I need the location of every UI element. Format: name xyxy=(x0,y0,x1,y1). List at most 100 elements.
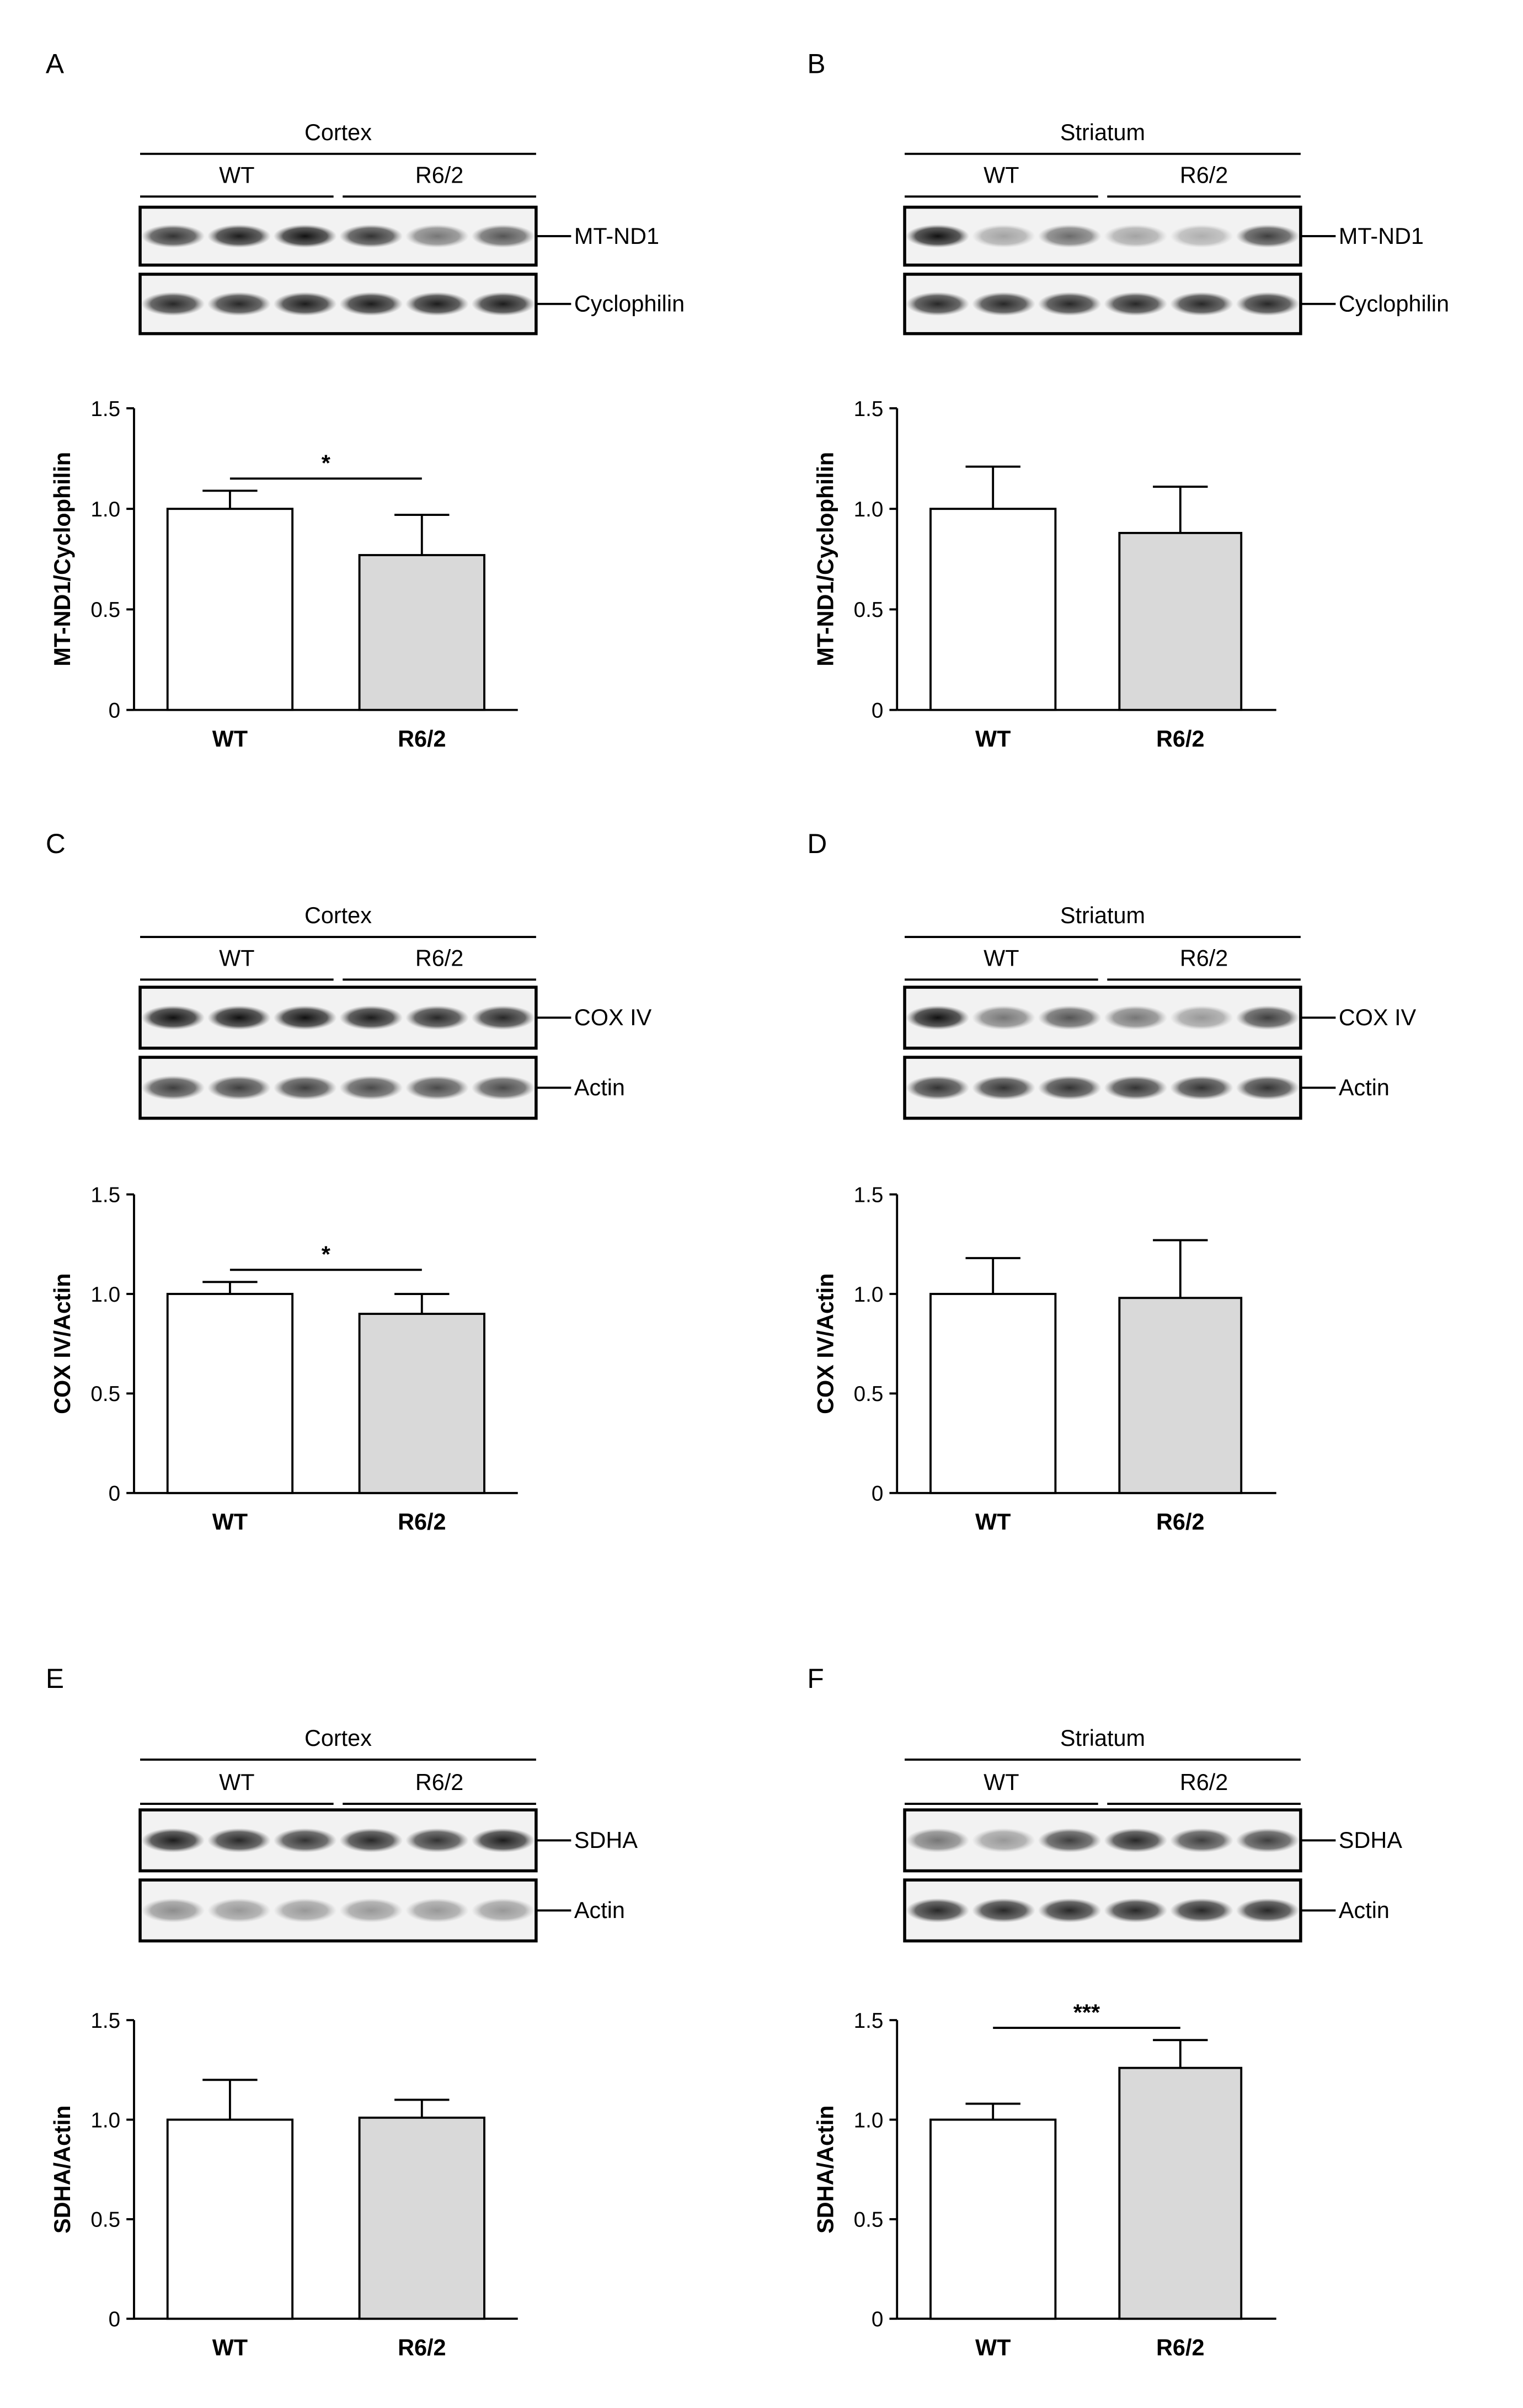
blot-band xyxy=(972,1898,1035,1923)
blot-group-label: WT xyxy=(219,162,254,188)
blot-band xyxy=(1104,224,1168,248)
blot-band xyxy=(273,224,337,248)
y-tick-label: 0.5 xyxy=(854,2208,884,2232)
blot-band xyxy=(339,224,403,248)
blot-group-label: WT xyxy=(219,1770,254,1795)
band-label: Cyclophilin xyxy=(1339,291,1449,317)
bar xyxy=(1118,531,1243,711)
band-label: Cyclophilin xyxy=(574,291,685,317)
blot-strip xyxy=(903,985,1302,1050)
blot-band xyxy=(273,1898,337,1923)
blot-band xyxy=(405,224,469,248)
y-tick-label: 0.5 xyxy=(854,1382,884,1406)
blot-band xyxy=(405,1005,469,1030)
blot-band xyxy=(1236,1005,1300,1030)
blot-group-label: WT xyxy=(219,945,254,971)
blot-header: Cortex xyxy=(304,903,372,928)
blot-band xyxy=(141,1898,205,1923)
blot-band xyxy=(906,1075,970,1100)
blot-band xyxy=(1170,292,1233,316)
y-tick-label: 0 xyxy=(109,1482,120,1506)
blot-band xyxy=(207,224,271,248)
blot-band xyxy=(207,1898,271,1923)
y-tick-label: 0.5 xyxy=(90,1382,120,1406)
blot-band xyxy=(1038,1828,1102,1853)
panel-letter: A xyxy=(46,49,65,79)
panel-e: E Cortex WT R6/2 SDHA Actin 0 0.5 1.0 1.5 SDHA/Act… xyxy=(46,1663,638,2360)
band-label: MT-ND1 xyxy=(574,223,659,249)
y-tick-label: 0 xyxy=(109,2308,120,2331)
blot-band xyxy=(1104,1075,1168,1100)
blot-group-label: R6/2 xyxy=(415,162,463,188)
x-tick-label: R6/2 xyxy=(398,1509,446,1535)
blot-band xyxy=(471,1075,535,1100)
blot-band xyxy=(1104,292,1168,316)
panel-d: D Striatum WT R6/2 COX IV Actin 0 0.5 1.0 1.5 COX … xyxy=(807,828,1416,1535)
blot-group-label: R6/2 xyxy=(415,1770,463,1795)
blot-band xyxy=(339,1075,403,1100)
band-label: Actin xyxy=(574,1898,625,1923)
blot-band xyxy=(1170,1075,1233,1100)
y-tick-label: 1.0 xyxy=(854,2108,884,2132)
panel-a: A Cortex WT R6/2 MT-ND1 Cyclophilin 0 0.5 1.0 1.5… xyxy=(46,49,685,752)
y-tick-label: 1.0 xyxy=(90,2108,120,2132)
blot-band xyxy=(1170,1828,1233,1853)
blot-band xyxy=(1170,1005,1233,1030)
band-label: COX IV xyxy=(574,1005,652,1030)
blot-band xyxy=(1170,224,1233,248)
panel-letter: B xyxy=(807,49,825,79)
y-tick-label: 1.0 xyxy=(854,1283,884,1307)
band-label: Actin xyxy=(1339,1075,1390,1100)
y-tick-label: 1.0 xyxy=(90,1283,120,1307)
blot-band xyxy=(339,1005,403,1030)
blot-band xyxy=(207,1075,271,1100)
blot-band xyxy=(1104,1898,1168,1923)
blot-band xyxy=(1236,1898,1300,1923)
blot-band xyxy=(207,292,271,316)
blot-band xyxy=(1038,292,1102,316)
blot-band xyxy=(141,1075,205,1100)
x-tick-label: R6/2 xyxy=(1156,726,1204,752)
band-label: COX IV xyxy=(1339,1005,1417,1030)
band-label: Actin xyxy=(1339,1898,1390,1923)
y-tick-label: 0.5 xyxy=(90,2208,120,2232)
blot-band xyxy=(207,1005,271,1030)
blot-band xyxy=(339,292,403,316)
blot-band xyxy=(906,1828,970,1853)
y-tick-label: 1.5 xyxy=(90,2009,120,2033)
blot-band xyxy=(1038,224,1102,248)
y-tick-label: 1.5 xyxy=(854,397,884,421)
blot-band xyxy=(141,292,205,316)
blot-band xyxy=(405,1828,469,1853)
x-tick-label: WT xyxy=(975,726,1011,752)
y-axis-label: SDHA/Actin xyxy=(50,2105,75,2233)
blot-group-label: WT xyxy=(984,162,1019,188)
y-tick-label: 1.5 xyxy=(854,1183,884,1207)
y-axis-label: MT-ND1/Cyclophilin xyxy=(813,452,838,667)
bar xyxy=(1118,1297,1243,1494)
blot-strip xyxy=(138,273,538,335)
y-tick-label: 1.0 xyxy=(90,498,120,521)
blot-strip xyxy=(138,985,538,1050)
blot-band xyxy=(141,1828,205,1853)
blot-group-label: R6/2 xyxy=(415,945,463,971)
y-tick-label: 1.0 xyxy=(854,498,884,521)
blot-band xyxy=(906,224,970,248)
bar xyxy=(358,1313,485,1494)
bar xyxy=(166,1293,294,1494)
blot-band xyxy=(339,1898,403,1923)
panel-f: F Striatum WT R6/2 SDHA Actin 0 0.5 1.0 1.5 SDHA/A… xyxy=(807,1663,1402,2360)
blot-band xyxy=(471,1005,535,1030)
blot-band xyxy=(972,1828,1035,1853)
blot-group-label: WT xyxy=(984,1770,1019,1795)
y-tick-label: 1.5 xyxy=(854,2009,884,2033)
blot-strip xyxy=(903,1056,1302,1120)
bar xyxy=(166,508,294,711)
x-tick-label: R6/2 xyxy=(1156,1509,1204,1535)
x-tick-label: WT xyxy=(212,1509,248,1535)
blot-band xyxy=(1038,1898,1102,1923)
blot-band xyxy=(471,224,535,248)
y-tick-label: 0.5 xyxy=(854,598,884,622)
blot-band xyxy=(273,1005,337,1030)
